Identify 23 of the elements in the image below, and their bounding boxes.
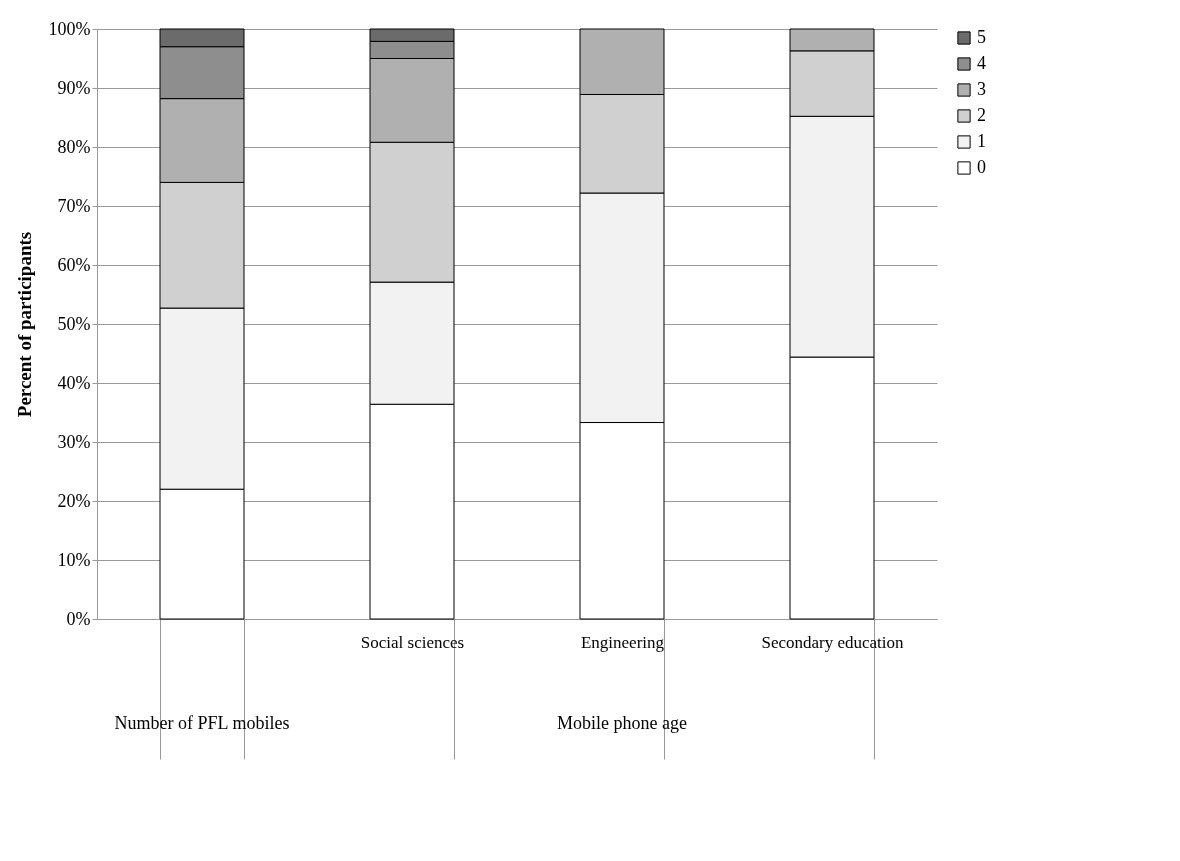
legend-label: 4 [977,53,986,73]
y-tick-label: 80% [57,136,91,157]
y-tick-label: 0% [66,608,91,629]
x-tick-label: Secondary education [761,632,905,652]
y-tick-label: 100% [48,18,91,39]
legend-label: 0 [977,157,986,177]
y-tick-label: 20% [57,490,91,511]
legend-label: 1 [977,131,986,151]
y-tick-label: 50% [57,313,91,334]
y-tick-label: 30% [57,431,91,452]
y-tick-label: 40% [57,372,91,393]
y-tick-label: 90% [57,77,91,98]
text: Mobile phone age [557,713,687,733]
legend-label: 5 [977,27,986,47]
text: Number of PFL mobiles [114,713,290,733]
y-tick-label: 70% [57,195,91,216]
y-tick-label: 60% [57,254,91,275]
y-tick-label: 10% [57,549,91,570]
x-tick-label: Engineering [580,632,665,652]
legend-label: 2 [977,105,986,125]
legend-label: 3 [977,79,986,99]
x-tick-label: Social sciences [360,632,465,652]
y-axis-title: Percent of participants [13,231,35,418]
